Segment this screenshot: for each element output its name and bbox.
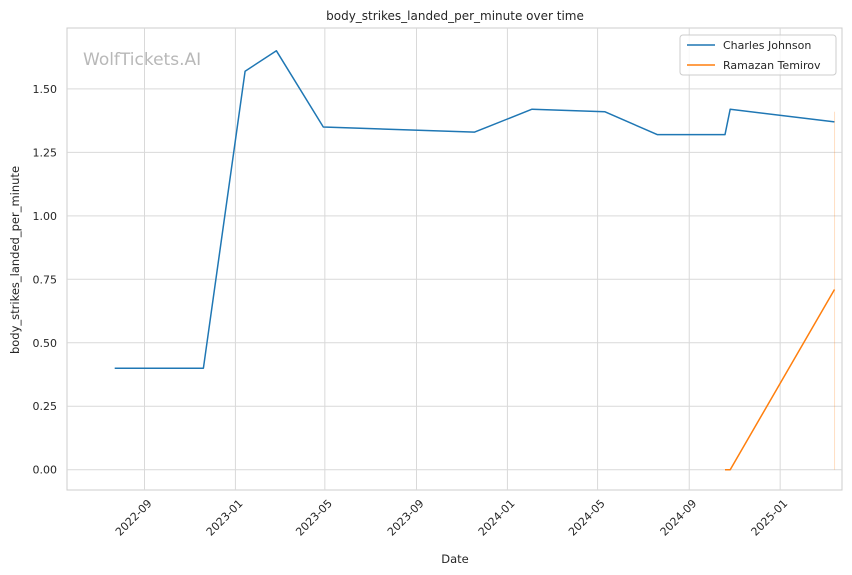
y-tick-label: 0.50 xyxy=(33,337,58,350)
y-axis-title: body_strikes_landed_per_minute xyxy=(8,166,22,354)
data-point xyxy=(203,367,205,369)
data-point xyxy=(474,131,476,133)
data-point xyxy=(114,367,116,369)
data-point xyxy=(531,108,533,110)
data-point xyxy=(729,469,731,471)
x-tick-label: 2024-05 xyxy=(566,497,608,539)
data-point xyxy=(724,469,726,471)
y-tick-label: 0.75 xyxy=(33,273,58,286)
data-point xyxy=(244,70,246,72)
x-tick-label: 2025-01 xyxy=(749,497,791,539)
y-tick-label: 0.00 xyxy=(33,464,58,477)
x-tick-label: 2023-09 xyxy=(385,497,427,539)
chart-title: body_strikes_landed_per_minute over time xyxy=(326,9,584,23)
y-tick-label: 1.25 xyxy=(33,146,58,159)
x-tick-label: 2024-09 xyxy=(658,497,700,539)
watermark: WolfTickets.AI xyxy=(83,50,201,70)
y-tick-label: 0.25 xyxy=(33,400,58,413)
x-tick-label: 2024-01 xyxy=(476,497,518,539)
grid xyxy=(67,28,842,490)
plot-area: WolfTickets.AI xyxy=(66,27,843,491)
legend-box xyxy=(679,34,837,76)
series-lines xyxy=(114,50,836,471)
data-point xyxy=(604,111,606,113)
x-tick-label: 2023-01 xyxy=(204,497,246,539)
data-point xyxy=(323,126,325,128)
legend-label: Charles Johnson xyxy=(723,39,811,52)
series-line-1 xyxy=(725,289,836,471)
plot-frame xyxy=(66,27,843,491)
legend: Charles Johnson Ramazan Temirov xyxy=(679,34,837,76)
series-line-0 xyxy=(114,50,835,369)
legend-label: Ramazan Temirov xyxy=(723,59,821,72)
x-axis-title: Date xyxy=(441,552,469,566)
data-point xyxy=(724,134,726,136)
data-point xyxy=(656,134,658,136)
x-tick-label: 2023-05 xyxy=(293,497,335,539)
y-tick-labels: 0.00 0.25 0.50 0.75 1.00 1.25 1.50 xyxy=(33,83,58,477)
x-tick-labels: 2022-09 2023-01 2023-05 2023-09 2024-01 2024-… xyxy=(113,497,790,539)
y-tick-label: 1.00 xyxy=(33,210,58,223)
y-tick-label: 1.50 xyxy=(33,83,58,96)
x-tick-label: 2022-09 xyxy=(113,497,155,539)
data-point xyxy=(276,50,278,52)
data-point xyxy=(729,108,731,110)
